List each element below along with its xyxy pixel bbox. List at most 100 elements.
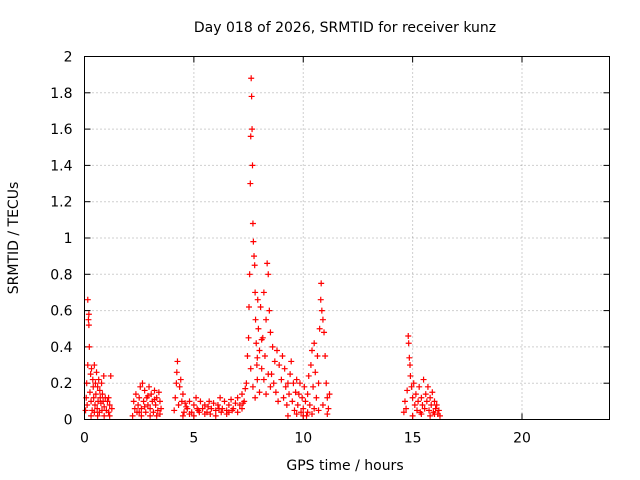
- data-point: [135, 401, 142, 408]
- data-point: [147, 405, 154, 412]
- data-point: [245, 334, 252, 341]
- data-point: [148, 391, 155, 398]
- x-tick-label: 0: [80, 431, 89, 447]
- data-point: [240, 400, 247, 407]
- data-point: [253, 362, 260, 369]
- data-point: [144, 401, 151, 408]
- data-point: [428, 401, 435, 408]
- data-point: [137, 383, 144, 390]
- data-point: [400, 409, 407, 416]
- data-point: [405, 340, 412, 347]
- data-point: [258, 365, 265, 372]
- data-point: [190, 412, 197, 419]
- data-point: [98, 380, 105, 387]
- data-point: [199, 405, 206, 412]
- data-point: [293, 376, 300, 383]
- data-point: [85, 316, 92, 323]
- data-point: [432, 405, 439, 412]
- data-point: [307, 362, 314, 369]
- data-point: [403, 405, 410, 412]
- data-point: [410, 380, 417, 387]
- data-point: [270, 380, 277, 387]
- data-point: [99, 391, 106, 398]
- data-point: [173, 380, 180, 387]
- data-point: [201, 401, 208, 408]
- data-point: [82, 407, 89, 414]
- data-point: [186, 398, 193, 405]
- data-point: [409, 394, 416, 401]
- data-point: [418, 394, 425, 401]
- data-point: [300, 405, 307, 412]
- data-point: [322, 352, 329, 359]
- data-point: [323, 380, 330, 387]
- data-point: [260, 289, 267, 296]
- y-tick-label: 1: [64, 231, 73, 247]
- data-point: [205, 403, 212, 410]
- data-point: [247, 133, 254, 140]
- data-point: [196, 409, 203, 416]
- data-point: [105, 409, 112, 416]
- data-point: [255, 325, 262, 332]
- data-point: [264, 260, 271, 267]
- data-point: [284, 412, 291, 419]
- data-point: [294, 401, 301, 408]
- data-point: [284, 380, 291, 387]
- data-point: [97, 394, 104, 401]
- data-point: [271, 358, 278, 365]
- data-point: [216, 405, 223, 412]
- x-tick-label: 15: [404, 431, 422, 447]
- data-point: [254, 376, 261, 383]
- data-point: [324, 411, 331, 418]
- data-point: [278, 376, 285, 383]
- data-point: [136, 409, 143, 416]
- data-point: [87, 371, 94, 378]
- data-point: [93, 369, 100, 376]
- plot-frame: [84, 56, 610, 420]
- data-point: [96, 387, 103, 394]
- data-point: [310, 383, 317, 390]
- data-point: [151, 387, 158, 394]
- data-point: [309, 347, 315, 354]
- data-point: [190, 401, 197, 408]
- data-point: [431, 398, 438, 405]
- data-point: [236, 401, 243, 408]
- data-point: [436, 412, 443, 419]
- data-point: [306, 401, 313, 408]
- data-point: [256, 347, 263, 354]
- data-point: [221, 398, 228, 405]
- data-point: [175, 401, 182, 408]
- data-point: [193, 394, 200, 401]
- data-point: [423, 398, 430, 405]
- data-point: [267, 383, 274, 390]
- chart-title: Day 018 of 2026, SRMTID for receiver kun…: [194, 20, 496, 36]
- data-point: [92, 401, 98, 408]
- data-point: [312, 369, 319, 376]
- data-point: [146, 383, 153, 390]
- data-point: [315, 407, 322, 414]
- data-point: [315, 380, 322, 387]
- y-tick-label: 1.4: [50, 158, 72, 174]
- data-point: [91, 409, 98, 416]
- data-point: [179, 391, 186, 398]
- data-point: [260, 376, 267, 383]
- y-tick-label: 1.6: [50, 122, 72, 138]
- data-point: [89, 376, 96, 383]
- data-point: [182, 400, 189, 407]
- data-point: [276, 362, 283, 369]
- data-point: [272, 389, 279, 396]
- data-point: [129, 412, 136, 419]
- data-point: [427, 412, 434, 419]
- data-point: [208, 405, 215, 412]
- data-point: [194, 405, 201, 412]
- data-point: [256, 389, 263, 396]
- data-point: [217, 394, 224, 401]
- data-point: [289, 398, 296, 405]
- data-point: [305, 372, 312, 379]
- data-point: [249, 162, 256, 169]
- data-point: [275, 398, 282, 405]
- data-point: [171, 407, 178, 414]
- data-point: [252, 394, 259, 401]
- data-point: [309, 411, 315, 418]
- data-point: [419, 401, 426, 408]
